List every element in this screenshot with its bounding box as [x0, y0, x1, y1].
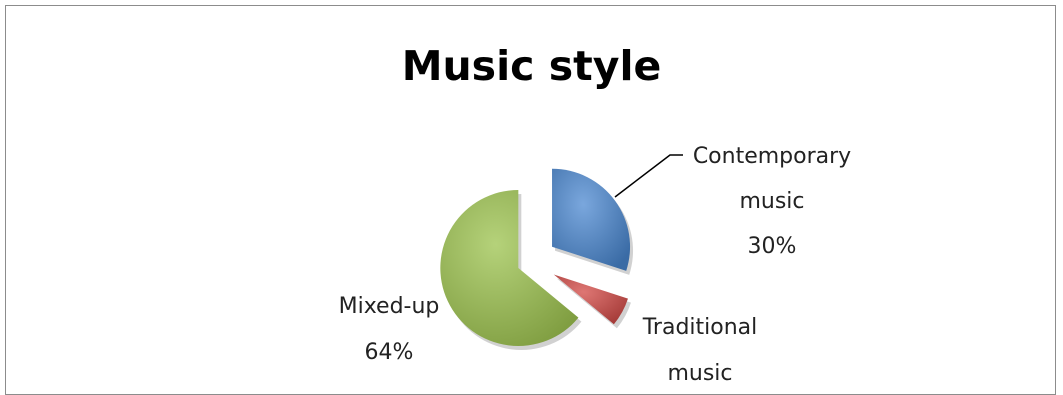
pie-chart: Contemporary music 30% Traditional music Mixe… — [339, 144, 852, 386]
slice-label-mixedup-percent: 64% — [365, 340, 414, 365]
leader-line — [614, 154, 683, 198]
slice-label-traditional-line1: Traditional — [642, 315, 758, 340]
slice-label-contemporary-line1: Contemporary — [693, 144, 851, 169]
pie-slice-1 — [552, 168, 631, 271]
chart-title: Music style — [401, 42, 662, 90]
pie-slice-3 — [440, 189, 579, 346]
pie-slice-2 — [553, 274, 628, 325]
slice-label-contemporary-percent: 30% — [748, 234, 797, 259]
slice-label-contemporary-line2: music — [739, 189, 804, 214]
slice-label-mixedup-line1: Mixed-up — [339, 294, 440, 319]
slice-label-traditional-line2: music — [667, 361, 732, 386]
